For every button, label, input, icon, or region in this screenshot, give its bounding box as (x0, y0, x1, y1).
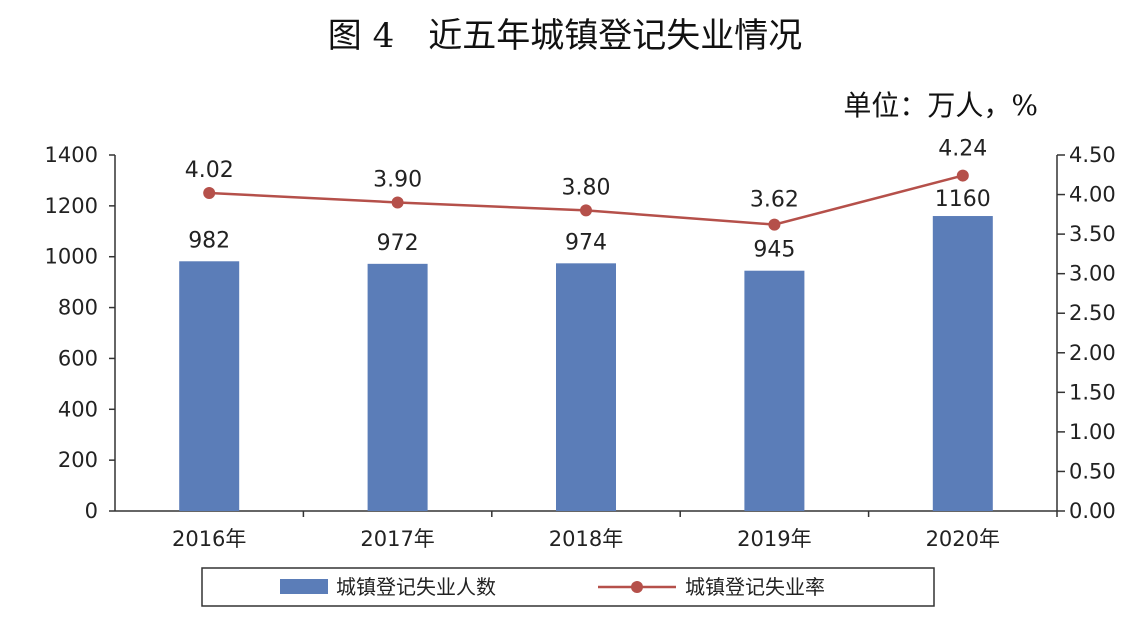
x-tick-label: 2020年 (926, 527, 1000, 551)
x-tick-label: 2018年 (549, 527, 623, 551)
x-tick-label: 2019年 (737, 527, 811, 551)
bar-value-label: 972 (377, 231, 419, 256)
left-tick-label: 200 (58, 448, 98, 472)
bar-value-label: 982 (188, 228, 230, 253)
right-tick-label: 2.50 (1069, 301, 1116, 325)
rate-point (580, 204, 592, 217)
x-tick-label: 2017年 (360, 527, 434, 551)
right-tick-label: 3.00 (1069, 262, 1116, 286)
right-tick-label: 3.50 (1069, 222, 1116, 246)
bar (556, 263, 616, 511)
bar (932, 216, 993, 511)
right-tick-label: 4.50 (1069, 143, 1116, 167)
left-tick-label: 0 (85, 499, 98, 523)
right-tick-label: 1.50 (1069, 380, 1116, 404)
rate-point (956, 169, 969, 182)
left-tick-label: 600 (58, 346, 98, 370)
right-tick-label: 0.50 (1069, 459, 1116, 483)
legend-line-marker (631, 581, 643, 593)
left-tick-label: 1400 (45, 143, 98, 167)
right-tick-label: 2.00 (1069, 341, 1116, 365)
x-tick-label: 2016年 (172, 527, 246, 551)
rate-point (203, 186, 216, 199)
left-tick-label: 1000 (45, 245, 98, 269)
rate-value-label: 3.62 (750, 188, 799, 213)
right-tick-label: 4.00 (1069, 183, 1116, 207)
legend-bar-swatch (280, 579, 328, 594)
bar (744, 270, 805, 511)
rate-point (391, 196, 404, 209)
bar-value-label: 974 (565, 230, 607, 255)
rate-point (768, 218, 781, 231)
left-tick-label: 400 (58, 397, 98, 421)
left-tick-label: 800 (58, 296, 98, 320)
right-tick-label: 0.00 (1069, 499, 1116, 523)
legend-line-label: 城镇登记失业率 (685, 575, 825, 599)
rate-value-label: 4.02 (185, 158, 234, 183)
bar-value-label: 1160 (935, 187, 991, 212)
left-tick-label: 1200 (45, 194, 98, 218)
legend-bar-label: 城镇登记失业人数 (336, 575, 496, 599)
rate-value-label: 3.80 (562, 175, 611, 200)
rate-value-label: 3.90 (373, 167, 422, 192)
bar (179, 261, 240, 511)
unit-label: 单位：万人，% (843, 89, 1038, 122)
bar (367, 263, 428, 511)
legend-box (201, 567, 935, 607)
bar-value-label: 945 (753, 238, 795, 263)
chart-title: 图 4 近五年城镇登记失业情况 (327, 16, 803, 56)
right-tick-label: 1.00 (1069, 420, 1116, 444)
rate-value-label: 4.24 (938, 137, 987, 162)
